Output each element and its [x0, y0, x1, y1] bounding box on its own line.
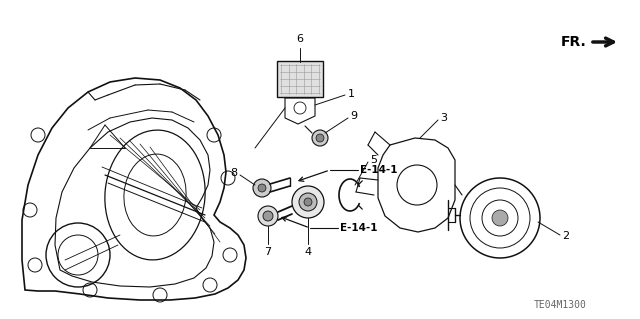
FancyBboxPatch shape — [277, 61, 323, 97]
Text: 5: 5 — [370, 155, 377, 165]
Circle shape — [292, 186, 324, 218]
Circle shape — [258, 184, 266, 192]
Text: TE04M1300: TE04M1300 — [534, 300, 586, 310]
Circle shape — [258, 206, 278, 226]
Text: 2: 2 — [562, 231, 569, 241]
Text: 7: 7 — [264, 247, 271, 257]
Text: 4: 4 — [305, 247, 312, 257]
Circle shape — [316, 134, 324, 142]
Text: FR.: FR. — [560, 35, 586, 49]
Text: 9: 9 — [350, 111, 357, 121]
Text: 6: 6 — [296, 34, 303, 44]
Text: E-14-1: E-14-1 — [340, 223, 378, 233]
Text: 1: 1 — [348, 89, 355, 99]
Circle shape — [253, 179, 271, 197]
Text: 3: 3 — [440, 113, 447, 123]
Circle shape — [304, 198, 312, 206]
Circle shape — [492, 210, 508, 226]
Text: 8: 8 — [230, 168, 237, 178]
Circle shape — [299, 193, 317, 211]
Circle shape — [263, 211, 273, 221]
Circle shape — [312, 130, 328, 146]
Text: E-14-1: E-14-1 — [360, 165, 397, 175]
